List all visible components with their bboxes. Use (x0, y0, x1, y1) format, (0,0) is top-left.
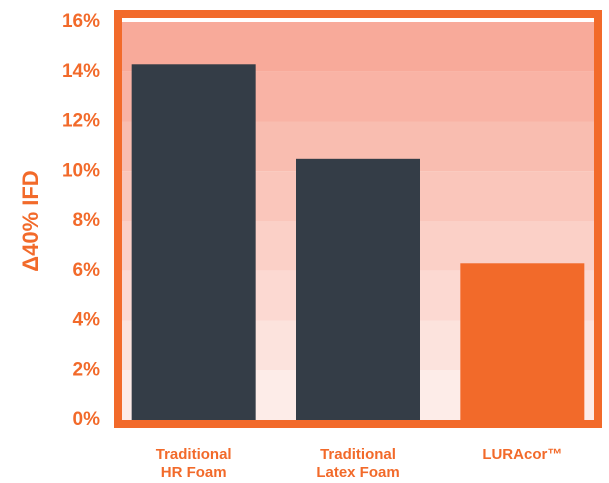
x-tick-label: Traditional Latex Foam (316, 446, 400, 481)
grid-band (122, 22, 594, 72)
marks (131, 64, 585, 420)
y-tick-label: 16% (62, 11, 100, 32)
bar (296, 158, 420, 420)
x-tick-label: Traditional HR Foam (155, 446, 232, 481)
plot-frame (114, 10, 602, 428)
bar (460, 263, 585, 420)
x-tick-label: LURAcor™ (482, 446, 563, 463)
bar (131, 64, 256, 420)
y-tick-label: 6% (73, 260, 101, 281)
y-tick-label: 8% (73, 210, 101, 231)
y-tick-label: 10% (62, 160, 100, 181)
y-tick-label: 14% (62, 61, 100, 82)
y-tick-label: 0% (73, 409, 101, 430)
y-tick-label: 4% (73, 310, 101, 331)
y-tick-label: 12% (62, 111, 100, 132)
y-tick-label: 2% (73, 359, 101, 380)
y-axis-label: Δ40% IFD (18, 170, 43, 271)
